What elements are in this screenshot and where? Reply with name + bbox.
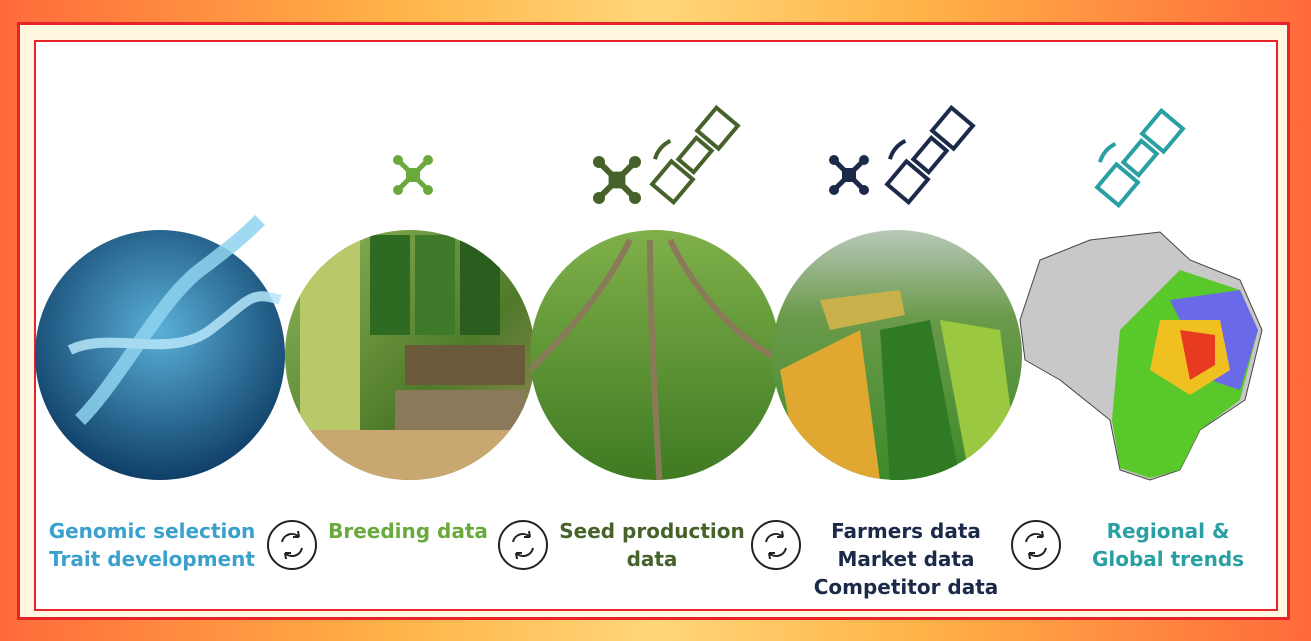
stage-label: Seed production [559, 519, 745, 543]
stage-label: Competitor data [814, 575, 999, 599]
satellite-icon [649, 104, 741, 206]
stage-label: Global trends [1092, 547, 1244, 571]
dna-image [35, 230, 285, 480]
breeding-plots [300, 235, 530, 480]
stage-label: Trait development [49, 547, 255, 571]
cycle-icons [267, 520, 1061, 570]
stage-label: Market data [838, 547, 975, 571]
satellite-icon [1094, 107, 1186, 209]
stage-label: Genomic selection [49, 519, 256, 543]
dna-helix [67, 215, 282, 425]
stage-labels: Genomic selection Trait development Breedi… [49, 519, 1244, 599]
stage-label: Farmers data [831, 519, 981, 543]
stage-label: data [627, 547, 678, 571]
drone-icon [829, 155, 869, 195]
seed-rows [530, 238, 780, 480]
drone-icon [393, 155, 433, 195]
drone-icon [593, 156, 641, 204]
satellite-icon [884, 104, 976, 206]
brazil-map [1019, 231, 1263, 481]
stage-label: Regional & [1107, 519, 1230, 543]
stage-label: Breeding data [328, 519, 488, 543]
